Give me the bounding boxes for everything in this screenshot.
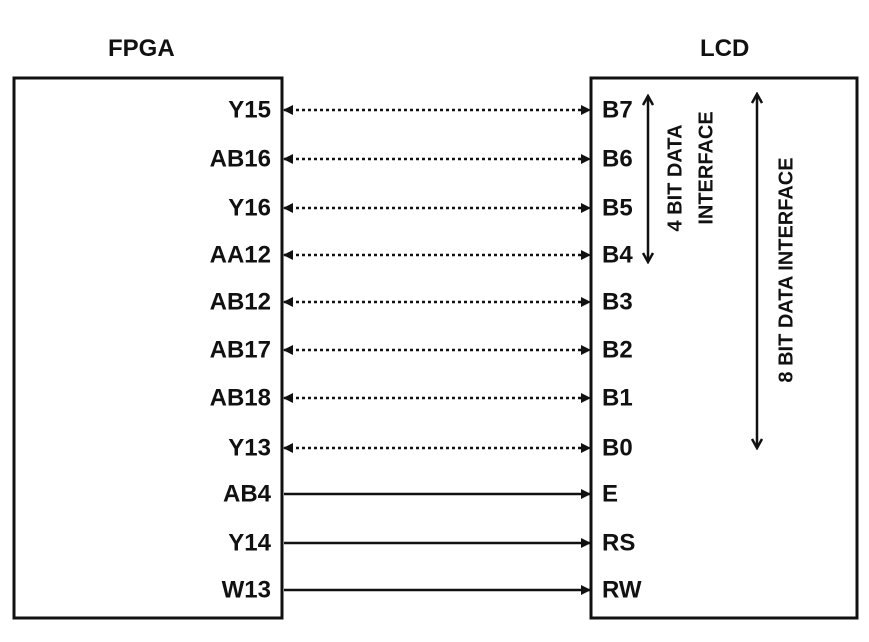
- lcd-pin-label: E: [602, 480, 618, 507]
- fpga-pin-label: AA12: [210, 241, 271, 268]
- lcd-pin-label: RS: [602, 529, 635, 556]
- lcd-pin-label: B2: [602, 336, 633, 363]
- lcd-pin-labels: B7 B6 B5 B4 B3 B2 B1 B0 E RS RW: [602, 96, 642, 603]
- connection-lines: [283, 105, 591, 595]
- lcd-block: [589, 76, 859, 620]
- lcd-pin-label: B7: [602, 96, 633, 123]
- fpga-pin-label: Y13: [228, 434, 271, 461]
- fpga-pin-label: Y15: [228, 96, 271, 123]
- fpga-pin-label: AB4: [223, 480, 272, 507]
- fpga-pin-label: Y16: [228, 194, 271, 221]
- four-bit-interface-label-line2: INTERFACE: [695, 111, 717, 224]
- lcd-pin-label: B4: [602, 241, 633, 268]
- fpga-pin-label: AB16: [210, 145, 271, 172]
- lcd-pin-label: B6: [602, 145, 633, 172]
- fpga-pin-label: Y14: [228, 529, 271, 556]
- fpga-block: [12, 76, 284, 620]
- lcd-pin-label: B3: [602, 288, 633, 315]
- lcd-pin-label: RW: [602, 576, 642, 603]
- lcd-pin-label: B0: [602, 434, 633, 461]
- fpga-pin-label: AB12: [210, 288, 271, 315]
- fpga-pin-label: AB18: [210, 384, 271, 411]
- four-bit-interface-label-line1: 4 BIT DATA: [664, 124, 686, 231]
- fpga-pin-label: W13: [222, 576, 271, 603]
- fpga-pin-labels: Y15 AB16 Y16 AA12 AB12 AB17 AB18 Y13 AB4 Y14 W13: [210, 96, 272, 603]
- eight-bit-interface-label: 8 BIT DATA INTERFACE: [775, 157, 797, 382]
- lcd-title: LCD: [700, 35, 749, 62]
- fpga-pin-label: AB17: [210, 336, 271, 363]
- lcd-pin-label: B5: [602, 194, 633, 221]
- lcd-pin-label: B1: [602, 384, 633, 411]
- fpga-title: FPGA: [108, 35, 175, 62]
